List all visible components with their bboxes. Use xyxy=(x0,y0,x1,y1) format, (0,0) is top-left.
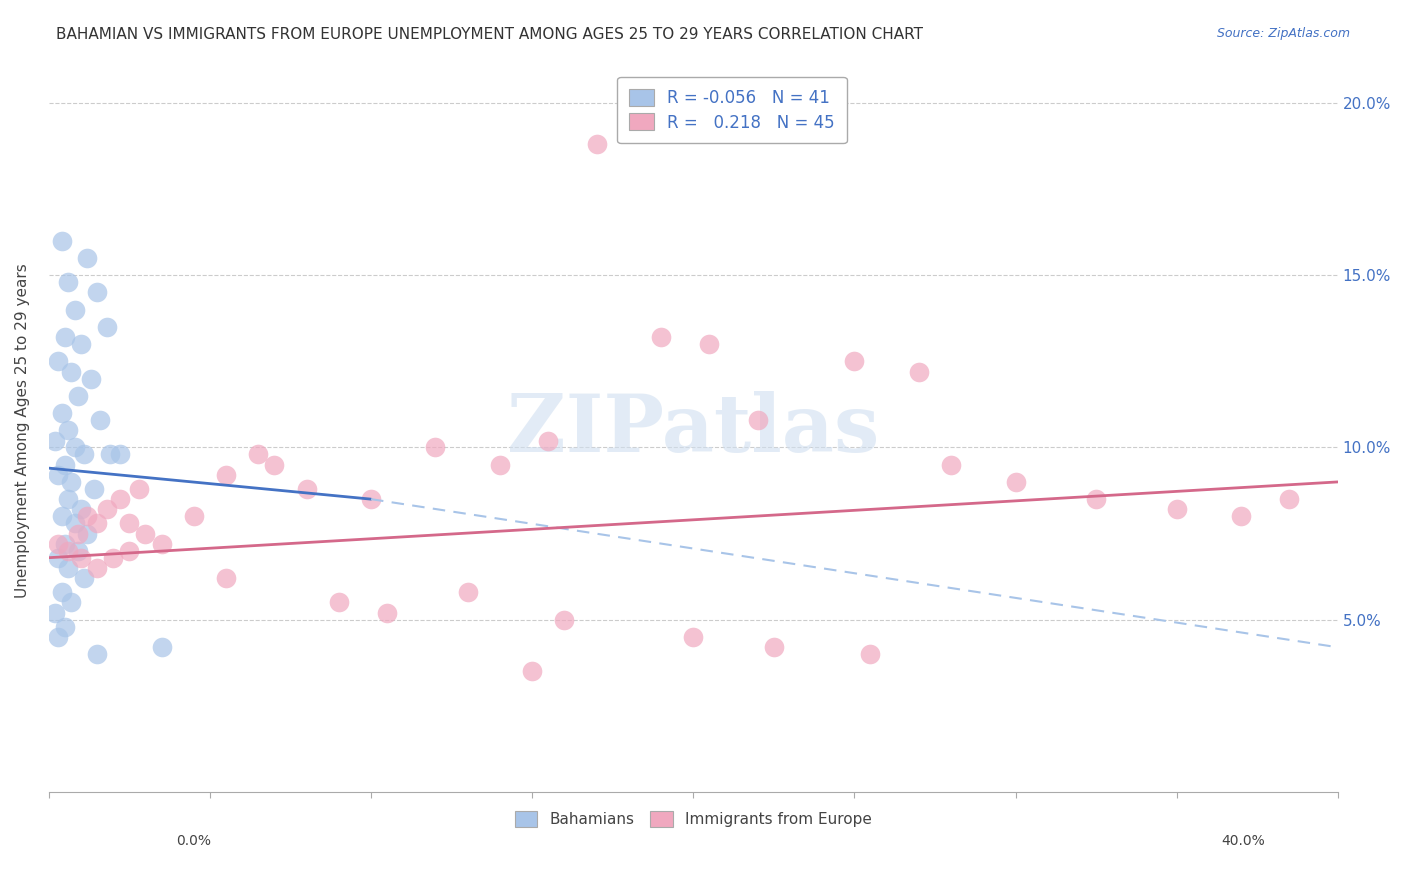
Point xyxy=(150,537,173,551)
Text: Source: ZipAtlas.com: Source: ZipAtlas.com xyxy=(1216,27,1350,40)
Point xyxy=(263,458,285,472)
Text: 0.0%: 0.0% xyxy=(176,834,211,848)
Point xyxy=(844,354,866,368)
Point xyxy=(56,492,79,507)
Point xyxy=(215,571,238,585)
Point xyxy=(96,319,118,334)
Point xyxy=(118,544,141,558)
Point xyxy=(51,509,73,524)
Point xyxy=(56,423,79,437)
Point xyxy=(939,458,962,472)
Point xyxy=(128,482,150,496)
Point xyxy=(56,275,79,289)
Point xyxy=(150,640,173,655)
Point xyxy=(520,665,543,679)
Point xyxy=(650,330,672,344)
Point xyxy=(66,526,89,541)
Text: 40.0%: 40.0% xyxy=(1222,834,1265,848)
Point xyxy=(859,647,882,661)
Point xyxy=(108,447,131,461)
Point xyxy=(48,550,70,565)
Point xyxy=(108,492,131,507)
Point xyxy=(66,544,89,558)
Point xyxy=(60,365,83,379)
Point xyxy=(96,502,118,516)
Point xyxy=(747,413,769,427)
Point xyxy=(1278,492,1301,507)
Point xyxy=(457,585,479,599)
Point xyxy=(118,516,141,531)
Point xyxy=(83,482,105,496)
Point xyxy=(375,606,398,620)
Point xyxy=(66,389,89,403)
Point xyxy=(682,630,704,644)
Point xyxy=(53,458,76,472)
Point xyxy=(79,371,101,385)
Point xyxy=(73,447,96,461)
Point xyxy=(48,537,70,551)
Point xyxy=(70,502,93,516)
Legend: Bahamians, Immigrants from Europe: Bahamians, Immigrants from Europe xyxy=(508,804,880,835)
Point xyxy=(44,606,66,620)
Point xyxy=(63,516,86,531)
Point xyxy=(70,337,93,351)
Point xyxy=(60,595,83,609)
Point xyxy=(215,468,238,483)
Point xyxy=(134,526,156,541)
Y-axis label: Unemployment Among Ages 25 to 29 years: Unemployment Among Ages 25 to 29 years xyxy=(15,263,30,598)
Point xyxy=(103,550,125,565)
Point xyxy=(360,492,382,507)
Point xyxy=(328,595,350,609)
Point xyxy=(699,337,721,351)
Point xyxy=(44,434,66,448)
Point xyxy=(247,447,270,461)
Point xyxy=(53,537,76,551)
Point xyxy=(70,550,93,565)
Point xyxy=(73,571,96,585)
Point xyxy=(56,544,79,558)
Point xyxy=(51,585,73,599)
Point xyxy=(51,406,73,420)
Point xyxy=(51,234,73,248)
Point xyxy=(76,526,98,541)
Point xyxy=(60,475,83,489)
Point xyxy=(1085,492,1108,507)
Point xyxy=(53,330,76,344)
Point xyxy=(56,561,79,575)
Point xyxy=(1230,509,1253,524)
Point xyxy=(89,413,111,427)
Point xyxy=(908,365,931,379)
Point xyxy=(86,647,108,661)
Point xyxy=(63,441,86,455)
Point xyxy=(183,509,205,524)
Point xyxy=(48,468,70,483)
Point xyxy=(86,285,108,300)
Point xyxy=(48,630,70,644)
Point xyxy=(98,447,121,461)
Point xyxy=(1166,502,1188,516)
Point xyxy=(489,458,512,472)
Point xyxy=(537,434,560,448)
Point xyxy=(63,302,86,317)
Point xyxy=(48,354,70,368)
Point xyxy=(76,509,98,524)
Point xyxy=(295,482,318,496)
Text: ZIPatlas: ZIPatlas xyxy=(508,392,879,469)
Point xyxy=(86,516,108,531)
Point xyxy=(53,619,76,633)
Point xyxy=(762,640,785,655)
Point xyxy=(425,441,447,455)
Text: BAHAMIAN VS IMMIGRANTS FROM EUROPE UNEMPLOYMENT AMONG AGES 25 TO 29 YEARS CORREL: BAHAMIAN VS IMMIGRANTS FROM EUROPE UNEMP… xyxy=(56,27,924,42)
Point xyxy=(86,561,108,575)
Point xyxy=(76,251,98,265)
Point xyxy=(553,613,575,627)
Point xyxy=(585,137,607,152)
Point xyxy=(1004,475,1026,489)
